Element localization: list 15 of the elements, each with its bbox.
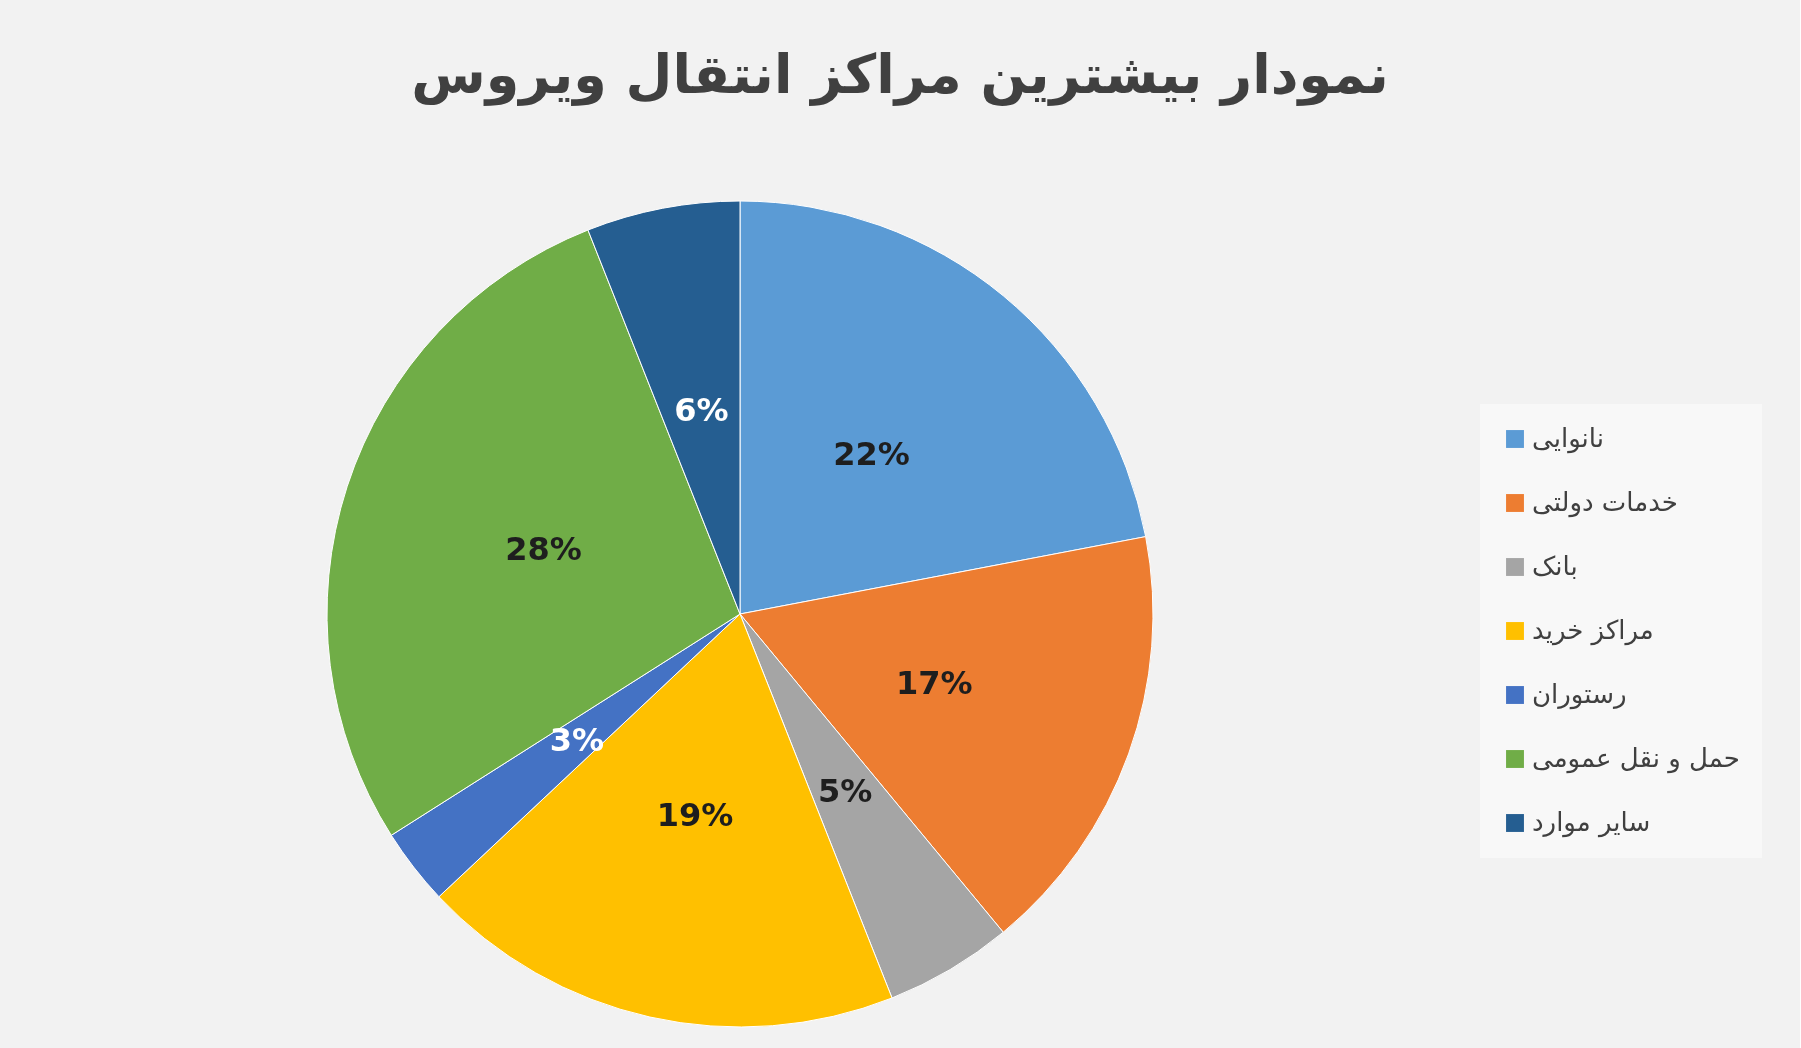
data-label: 28% [505, 530, 582, 569]
data-label: 17% [895, 663, 973, 702]
data-label: 5% [817, 771, 873, 810]
legend-label: حمل و نقل عمومی [1532, 743, 1740, 774]
legend-label: نانوایی [1532, 423, 1604, 454]
legend-label: سایر موارد [1532, 807, 1651, 838]
data-label: 22% [833, 434, 910, 473]
legend-label: رستوران [1532, 679, 1627, 710]
data-label: 3% [549, 720, 604, 759]
legend-label: بانک [1532, 551, 1578, 581]
chart-title: نمودار بیشترین مراکز انتقال ویروس [411, 43, 1389, 106]
legend-label: مراکز خرید [1532, 615, 1654, 646]
data-label: 6% [674, 391, 729, 430]
legend-label: خدمات دولتی [1532, 487, 1678, 518]
data-label: 19% [656, 795, 734, 834]
